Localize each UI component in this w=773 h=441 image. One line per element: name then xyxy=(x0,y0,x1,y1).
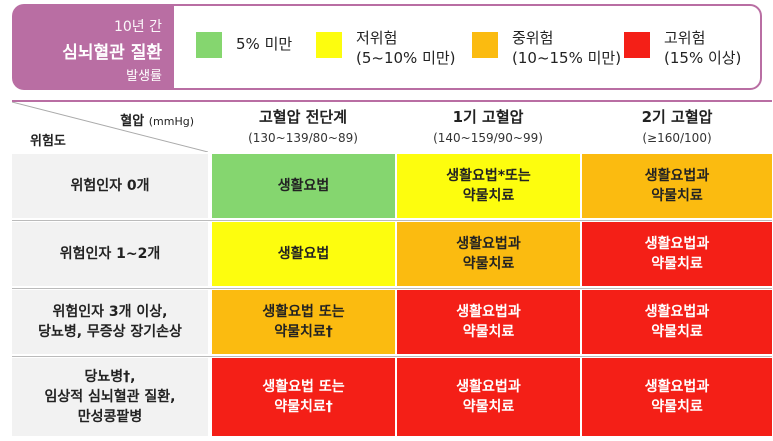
column-title: 2기 고혈압 xyxy=(641,108,713,126)
row-label-line: 위험인자 0개 xyxy=(70,178,150,194)
cell-line: 생활요법과 xyxy=(456,379,521,395)
table-cell: 생활요법 xyxy=(212,154,395,218)
cell-line: 약물치료 xyxy=(651,188,703,204)
legend-title-line-3: 발생률 xyxy=(126,69,162,84)
column-range: (140~159/90~99) xyxy=(433,131,543,145)
cell-line: 약물치료 xyxy=(651,399,703,415)
cell-line: 생활요법*또는 xyxy=(446,168,531,184)
row-separator xyxy=(12,220,772,221)
table-header: 혈압 (mmHg) 위험도 고혈압 전단계 (130~139/80~89) 1기… xyxy=(12,100,772,152)
cell-line: 생활요법과 xyxy=(456,304,521,320)
cell-line: 생활요법 xyxy=(277,178,330,194)
table-cell: 생활요법 xyxy=(212,222,395,286)
row-label: 위험인자 0개 xyxy=(12,154,208,218)
header-bp-label: 혈압 (mmHg) xyxy=(120,110,194,129)
legend-item-range: (10~15% 미만) xyxy=(512,49,622,67)
row-separator xyxy=(12,356,772,357)
legend-title-line-1: 10년 간 xyxy=(113,19,162,35)
legend-item-range: (5~10% 미만) xyxy=(356,49,456,67)
header-corner: 혈압 (mmHg) 위험도 xyxy=(12,102,208,152)
cell-line: 약물치료† xyxy=(274,399,333,415)
cell-line: 생활요법과 xyxy=(644,304,710,320)
cell-line: 약물치료 xyxy=(651,324,703,340)
column-title: 고혈압 전단계 xyxy=(258,108,348,126)
row-label-line: 만성콩팥병 xyxy=(77,409,143,425)
legend-item-low: 저위험 (5~10% 미만) xyxy=(316,28,456,68)
row-separator xyxy=(12,288,772,289)
legend-item-mid: 중위험 (10~15% 미만) xyxy=(472,28,621,68)
bp-unit: (mmHg) xyxy=(148,115,194,128)
header-risk-label: 위험도 xyxy=(30,134,66,149)
legend-item-label: 5% 미만 xyxy=(236,35,293,53)
row-label-line: 당뇨병†, xyxy=(84,369,136,385)
column-header-stage2: 2기 고혈압 (≥160/100) xyxy=(582,106,772,145)
legend-swatch xyxy=(624,32,650,58)
legend-swatch xyxy=(472,32,498,58)
row-label-line: 당뇨병, 무증상 장기손상 xyxy=(38,324,182,340)
column-range: (130~139/80~89) xyxy=(248,131,358,145)
legend-item-label: 중위험 xyxy=(512,29,554,47)
cell-line: 생활요법과 xyxy=(456,236,521,252)
cell-line: 약물치료† xyxy=(274,324,333,340)
row-label: 위험인자 1~2개 xyxy=(12,222,208,286)
bp-label: 혈압 xyxy=(120,114,145,129)
cell-line: 생활요법과 xyxy=(644,379,710,395)
cell-line: 약물치료 xyxy=(462,256,515,272)
legend-item-label: 저위험 xyxy=(356,29,398,47)
column-header-prehypertension: 고혈압 전단계 (130~139/80~89) xyxy=(212,106,394,145)
legend-swatch xyxy=(316,32,342,58)
cell-line: 약물치료 xyxy=(462,188,515,204)
row-label-line: 위험인자 3개 이상, xyxy=(52,304,168,320)
row-label: 당뇨병†, 임상적 심뇌혈관 질환, 만성콩팥병 xyxy=(12,358,208,436)
cell-line: 생활요법 xyxy=(277,246,330,262)
legend-item-range: (15% 이상) xyxy=(664,49,742,67)
column-header-stage1: 1기 고혈압 (140~159/90~99) xyxy=(397,106,579,145)
cell-line: 생활요법 또는 xyxy=(262,304,345,320)
cell-line: 약물치료 xyxy=(462,324,515,340)
legend-swatch xyxy=(196,32,222,58)
legend-box: 5% 미만 저위험 (5~10% 미만) 중위험 (10~15% 미만) 고위험… xyxy=(172,4,762,90)
legend: 10년 간 심뇌혈관 질환 발생률 5% 미만 저위험 (5~10% 미만) 중… xyxy=(12,4,762,90)
diagonal-divider xyxy=(12,102,208,152)
cell-line: 생활요법 또는 xyxy=(262,379,345,395)
legend-item-label: 고위험 xyxy=(664,29,706,47)
column-title: 1기 고혈압 xyxy=(452,108,524,126)
cell-line: 약물치료 xyxy=(651,256,703,272)
row-label-line: 위험인자 1~2개 xyxy=(59,246,161,262)
cell-line: 생활요법과 xyxy=(644,168,710,184)
cell-line: 약물치료 xyxy=(462,399,515,415)
row-label-line: 임상적 심뇌혈관 질환, xyxy=(44,389,176,405)
legend-title-line-2: 심뇌혈관 질환 xyxy=(62,43,162,63)
column-range: (≥160/100) xyxy=(642,131,712,145)
row-label: 위험인자 3개 이상, 당뇨병, 무증상 장기손상 xyxy=(12,290,208,354)
cell-line: 생활요법과 xyxy=(644,236,710,252)
legend-title: 10년 간 심뇌혈관 질환 발생률 xyxy=(12,4,176,90)
legend-item-under-5: 5% 미만 xyxy=(196,28,292,58)
legend-item-high: 고위험 (15% 이상) xyxy=(624,28,741,68)
